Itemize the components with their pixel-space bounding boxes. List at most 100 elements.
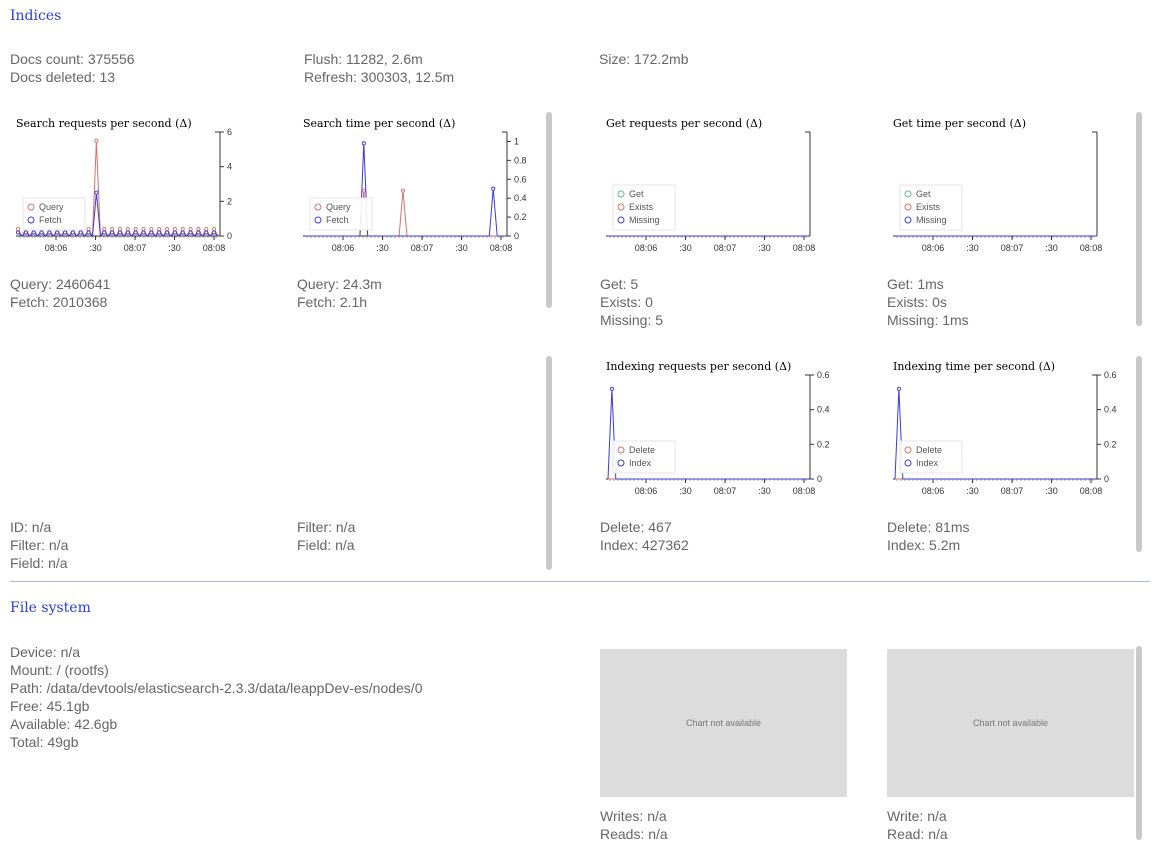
series-line: [17, 192, 219, 238]
fs-free: Free: 45.1gb: [10, 698, 90, 714]
fs-path: Path: /data/devtools/elasticsearch-2.3.3…: [10, 680, 423, 696]
legend-label: Get: [629, 189, 644, 199]
y-tick-label: 0.4: [817, 405, 830, 415]
get-time-stat: Get: 1ms: [887, 276, 944, 292]
legend-label: Missing: [916, 215, 947, 225]
data-point: [149, 227, 154, 232]
data-point: [133, 227, 138, 232]
section-divider: [10, 581, 1150, 582]
legend-marker: [617, 216, 625, 224]
chart-title: Search requests per second (Δ): [16, 117, 192, 130]
data-point: [110, 230, 115, 235]
search-fetch-stat: Fetch: 2010368: [10, 294, 108, 310]
search-time-fetch-stat: Fetch: 2.1h: [297, 294, 368, 310]
evict-filter-stat: Filter: n/a: [297, 519, 356, 535]
scrollbar[interactable]: [546, 356, 552, 570]
x-tick-label: :30: [679, 243, 692, 253]
data-point: [196, 227, 201, 232]
x-tick-label: 08:08: [490, 243, 513, 253]
x-tick-label: 08:08: [1080, 486, 1103, 496]
x-tick-label: 08:07: [1001, 486, 1024, 496]
exists-stat: Exists: 0: [600, 294, 653, 310]
data-point: [896, 386, 901, 391]
data-point: [63, 230, 68, 235]
indexing-index-stat: Index: 427362: [600, 537, 689, 553]
legend-label: Index: [916, 458, 939, 468]
search-time-query-stat: Query: 24.3m: [297, 276, 382, 292]
data-point: [212, 227, 217, 232]
scrollbar[interactable]: [1136, 112, 1142, 326]
io-time-chart-placeholder: Chart not available: [887, 649, 1134, 797]
data-point: [141, 230, 146, 235]
legend-label: Missing: [629, 215, 660, 225]
io-chart-placeholder: Chart not available: [600, 649, 847, 797]
data-point: [125, 230, 130, 235]
chart-title: Get requests per second (Δ): [606, 117, 762, 130]
data-point: [157, 230, 162, 235]
legend-label: Delete: [916, 445, 942, 455]
indexing-time-chart: Indexing time per second (Δ) 0 0.2 0.4 0.6 08…: [893, 360, 1117, 496]
y-tick-label: 0.6: [514, 174, 527, 184]
data-point: [39, 230, 44, 235]
legend-label: Exists: [629, 202, 654, 212]
data-point: [70, 230, 75, 235]
data-point: [180, 230, 185, 235]
y-tick-label: 0.6: [1104, 370, 1117, 380]
missing-time-stat: Missing: 1ms: [887, 312, 969, 328]
data-point: [23, 230, 28, 235]
evict-field-stat: Field: n/a: [297, 537, 355, 553]
cache-id-stat: ID: n/a: [10, 519, 52, 535]
get-time-chart: Get time per second (Δ) 08:06:30 08:07:30 0…: [893, 117, 1102, 253]
legend-marker: [27, 203, 35, 211]
scrollbar[interactable]: [1136, 646, 1142, 840]
y-tick-label: 0.6: [817, 370, 830, 380]
x-tick-label: 08:07: [411, 243, 434, 253]
y-tick-label: 4: [227, 162, 232, 172]
fs-available: Available: 42.6gb: [10, 716, 118, 732]
data-point: [400, 188, 406, 193]
scrollbar[interactable]: [546, 112, 552, 308]
data-point: [361, 188, 366, 193]
data-point: [102, 227, 107, 232]
data-point: [86, 230, 91, 235]
x-tick-label: 08:06: [332, 243, 355, 253]
data-point: [361, 141, 366, 146]
legend-marker: [904, 459, 912, 467]
legend-box: [899, 440, 963, 474]
data-point: [164, 230, 170, 235]
x-tick-label: 08:08: [793, 243, 816, 253]
legend-marker: [314, 203, 322, 211]
legend-label: Fetch: [326, 215, 349, 225]
fs-writes-stat: Writes: n/a: [600, 808, 667, 824]
legend-label: Index: [629, 458, 652, 468]
x-tick-label: 08:07: [714, 486, 737, 496]
get-requests-chart: Get requests per second (Δ) 08:06:30 08:07…: [606, 117, 816, 253]
fs-write-time-stat: Write: n/a: [887, 808, 947, 824]
x-tick-label: :30: [1045, 243, 1058, 253]
legend-box: [612, 440, 676, 474]
exists-time-stat: Exists: 0s: [887, 294, 947, 310]
legend-marker: [314, 216, 322, 224]
legend-marker: [904, 446, 912, 454]
legend-marker: [904, 190, 912, 198]
search-query-stat: Query: 2460641: [10, 276, 111, 292]
data-point: [204, 230, 209, 235]
scrollbar[interactable]: [1136, 356, 1142, 552]
data-point: [110, 227, 115, 232]
size-stat: Size: 172.2mb: [599, 51, 689, 67]
chart-title: Search time per second (Δ): [303, 117, 455, 130]
x-tick-label: :30: [1045, 486, 1058, 496]
y-tick-label: 0.2: [817, 439, 830, 449]
x-tick-label: 08:06: [922, 486, 945, 496]
chart-not-available-label: Chart not available: [972, 718, 1049, 728]
file-system-heading: File system: [10, 600, 91, 616]
legend-label: Exists: [916, 202, 941, 212]
x-tick-label: 08:07: [714, 243, 737, 253]
data-point: [47, 230, 52, 235]
data-point: [141, 227, 146, 232]
data-point: [196, 230, 201, 235]
data-point: [94, 138, 99, 143]
data-point: [86, 227, 91, 232]
legend-label: Query: [326, 202, 351, 212]
x-tick-label: :30: [966, 486, 979, 496]
